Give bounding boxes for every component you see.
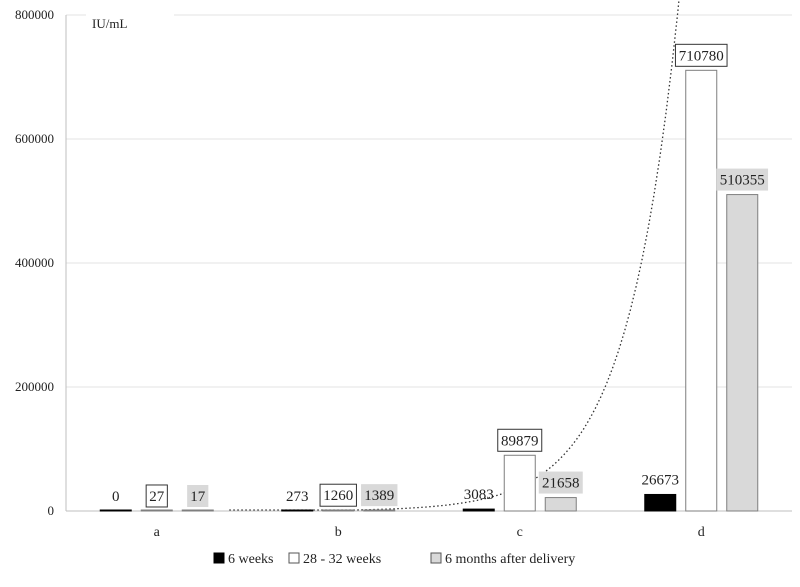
unit-label: IU/mL (92, 16, 127, 31)
y-tick-label: 800000 (15, 7, 54, 22)
bar (363, 509, 396, 512)
y-tick-label: 200000 (15, 379, 54, 394)
data-label: 1389 (364, 488, 394, 504)
data-label-box (674, 43, 728, 67)
legend: 6 weeks 28 - 32 weeks 6 months after deliv… (213, 552, 575, 567)
bar (726, 194, 759, 512)
data-label: 26673 (642, 472, 680, 488)
data-label: 0 (112, 489, 120, 505)
bar (322, 509, 355, 512)
legend-swatch (288, 552, 300, 564)
unit-label-background (86, 9, 174, 33)
y-axis-ticks: 0 200000 400000 600000 800000 (15, 7, 54, 518)
data-label: 27 (149, 489, 165, 505)
data-label-box (497, 428, 543, 452)
category-label: a (154, 525, 161, 540)
category-label: c (517, 525, 523, 540)
legend-label: 6 months after delivery (445, 552, 575, 567)
bar (503, 454, 536, 512)
bar (462, 508, 495, 512)
legend-label: 6 weeks (228, 552, 274, 567)
data-label-box (145, 484, 168, 508)
bar (99, 509, 132, 512)
data-label-box (319, 483, 357, 507)
category-label: d (698, 525, 705, 540)
legend-label: 28 - 32 weeks (303, 552, 381, 567)
data-label: 710780 (679, 48, 724, 64)
gridlines (66, 14, 792, 388)
data-label: 21658 (542, 476, 580, 492)
legend-swatch (430, 552, 442, 564)
data-label: 89879 (501, 433, 539, 449)
data-label-box (361, 484, 398, 507)
data-label: 273 (286, 489, 309, 505)
data-label: 17 (190, 489, 206, 505)
bar (140, 509, 173, 512)
data-label: 1260 (323, 488, 353, 504)
bar (181, 509, 214, 512)
trendline-group (229, 0, 680, 511)
category-labels: a b c d (154, 525, 705, 540)
data-label-box (187, 484, 209, 507)
data-label: 3083 (464, 487, 494, 503)
bars (99, 69, 759, 512)
y-tick-label: 400000 (15, 255, 54, 270)
category-label: b (335, 525, 342, 540)
data-label-box (538, 471, 583, 494)
bar (685, 69, 718, 512)
y-tick-label: 600000 (15, 131, 54, 146)
data-label: 510355 (720, 173, 765, 189)
bar (644, 493, 677, 512)
trendline (229, 0, 680, 511)
data-label-box (716, 168, 769, 191)
y-tick-label: 0 (48, 503, 55, 518)
bar (281, 509, 314, 512)
data-labels: 0 27 17 273 1260 1389 3083 89879 21658 26673 71078… (112, 43, 769, 508)
bar (544, 497, 577, 512)
legend-swatch (213, 552, 225, 564)
